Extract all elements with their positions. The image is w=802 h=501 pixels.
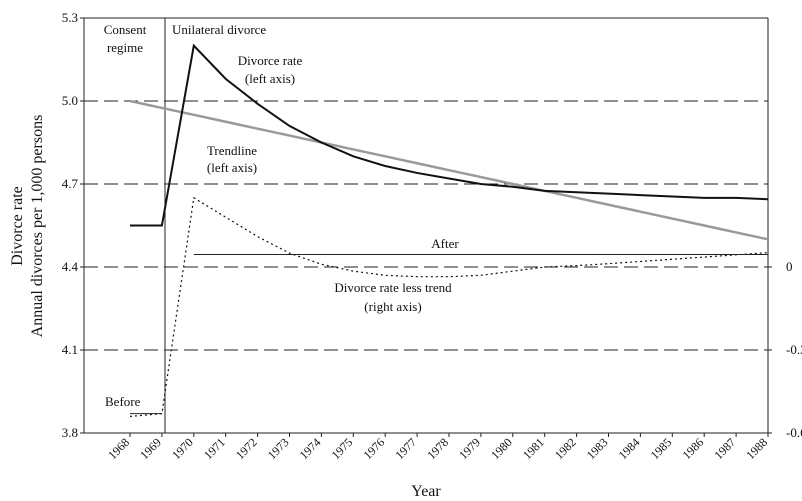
x-tick-label: 1982 [552,435,579,462]
x-tick-label: 1970 [169,435,196,462]
x-tick-label: 1972 [233,435,260,462]
annotation: Divorce rate [238,53,303,68]
x-tick-label: 1971 [201,435,228,462]
series-line [130,43,769,227]
y-tick-label: 4.1 [62,342,78,357]
x-tick-label: 1988 [743,435,770,462]
x-tick-label: 1980 [488,435,515,462]
x-tick-label: 1977 [392,435,419,462]
x-tick-label: 1974 [297,435,324,462]
annotation: Trendline [207,143,257,158]
x-tick-label: 1969 [137,435,164,462]
annotation: regime [107,40,143,55]
annotation: Before [105,394,141,409]
x-tick-label: 1968 [105,435,132,462]
y2-tick-label: -0.3 [786,342,802,357]
x-tick-label: 1978 [424,435,451,462]
y-axis-label: Divorce rate [9,186,26,266]
x-tick-label: 1985 [648,435,675,462]
annotation: Unilateral divorce [172,22,266,37]
x-tick-label: 1981 [520,435,547,462]
annotation: After [431,236,459,251]
annotation: (left axis) [207,160,257,175]
y2-tick-label: -0.6 [786,425,802,440]
x-axis-label: Year [411,483,441,500]
y-tick-label: 4.7 [62,176,79,191]
annotation: Consent [104,22,147,37]
x-tick-label: 1975 [329,435,356,462]
series-line [129,99,769,241]
x-tick-label: 1979 [456,435,483,462]
x-tick-label: 1987 [711,435,738,462]
annotation: Divorce rate less trend [334,280,452,295]
annotation: (right axis) [364,299,421,314]
x-tick-label: 1984 [616,435,643,462]
y2-tick-label: 0 [786,259,793,274]
y-tick-label: 5.0 [62,93,78,108]
x-tick-label: 1973 [265,435,292,462]
annotation: (left axis) [245,71,295,86]
x-tick-label: 1983 [584,435,611,462]
y-tick-label: 4.4 [62,259,79,274]
y-axis-label: Annual divorces per 1,000 persons [29,115,46,338]
series-line [129,196,769,417]
y-tick-label: 5.3 [62,10,78,25]
x-tick-label: 1976 [360,435,387,462]
x-tick-label: 1986 [679,435,706,462]
y-tick-label: 3.8 [62,425,78,440]
